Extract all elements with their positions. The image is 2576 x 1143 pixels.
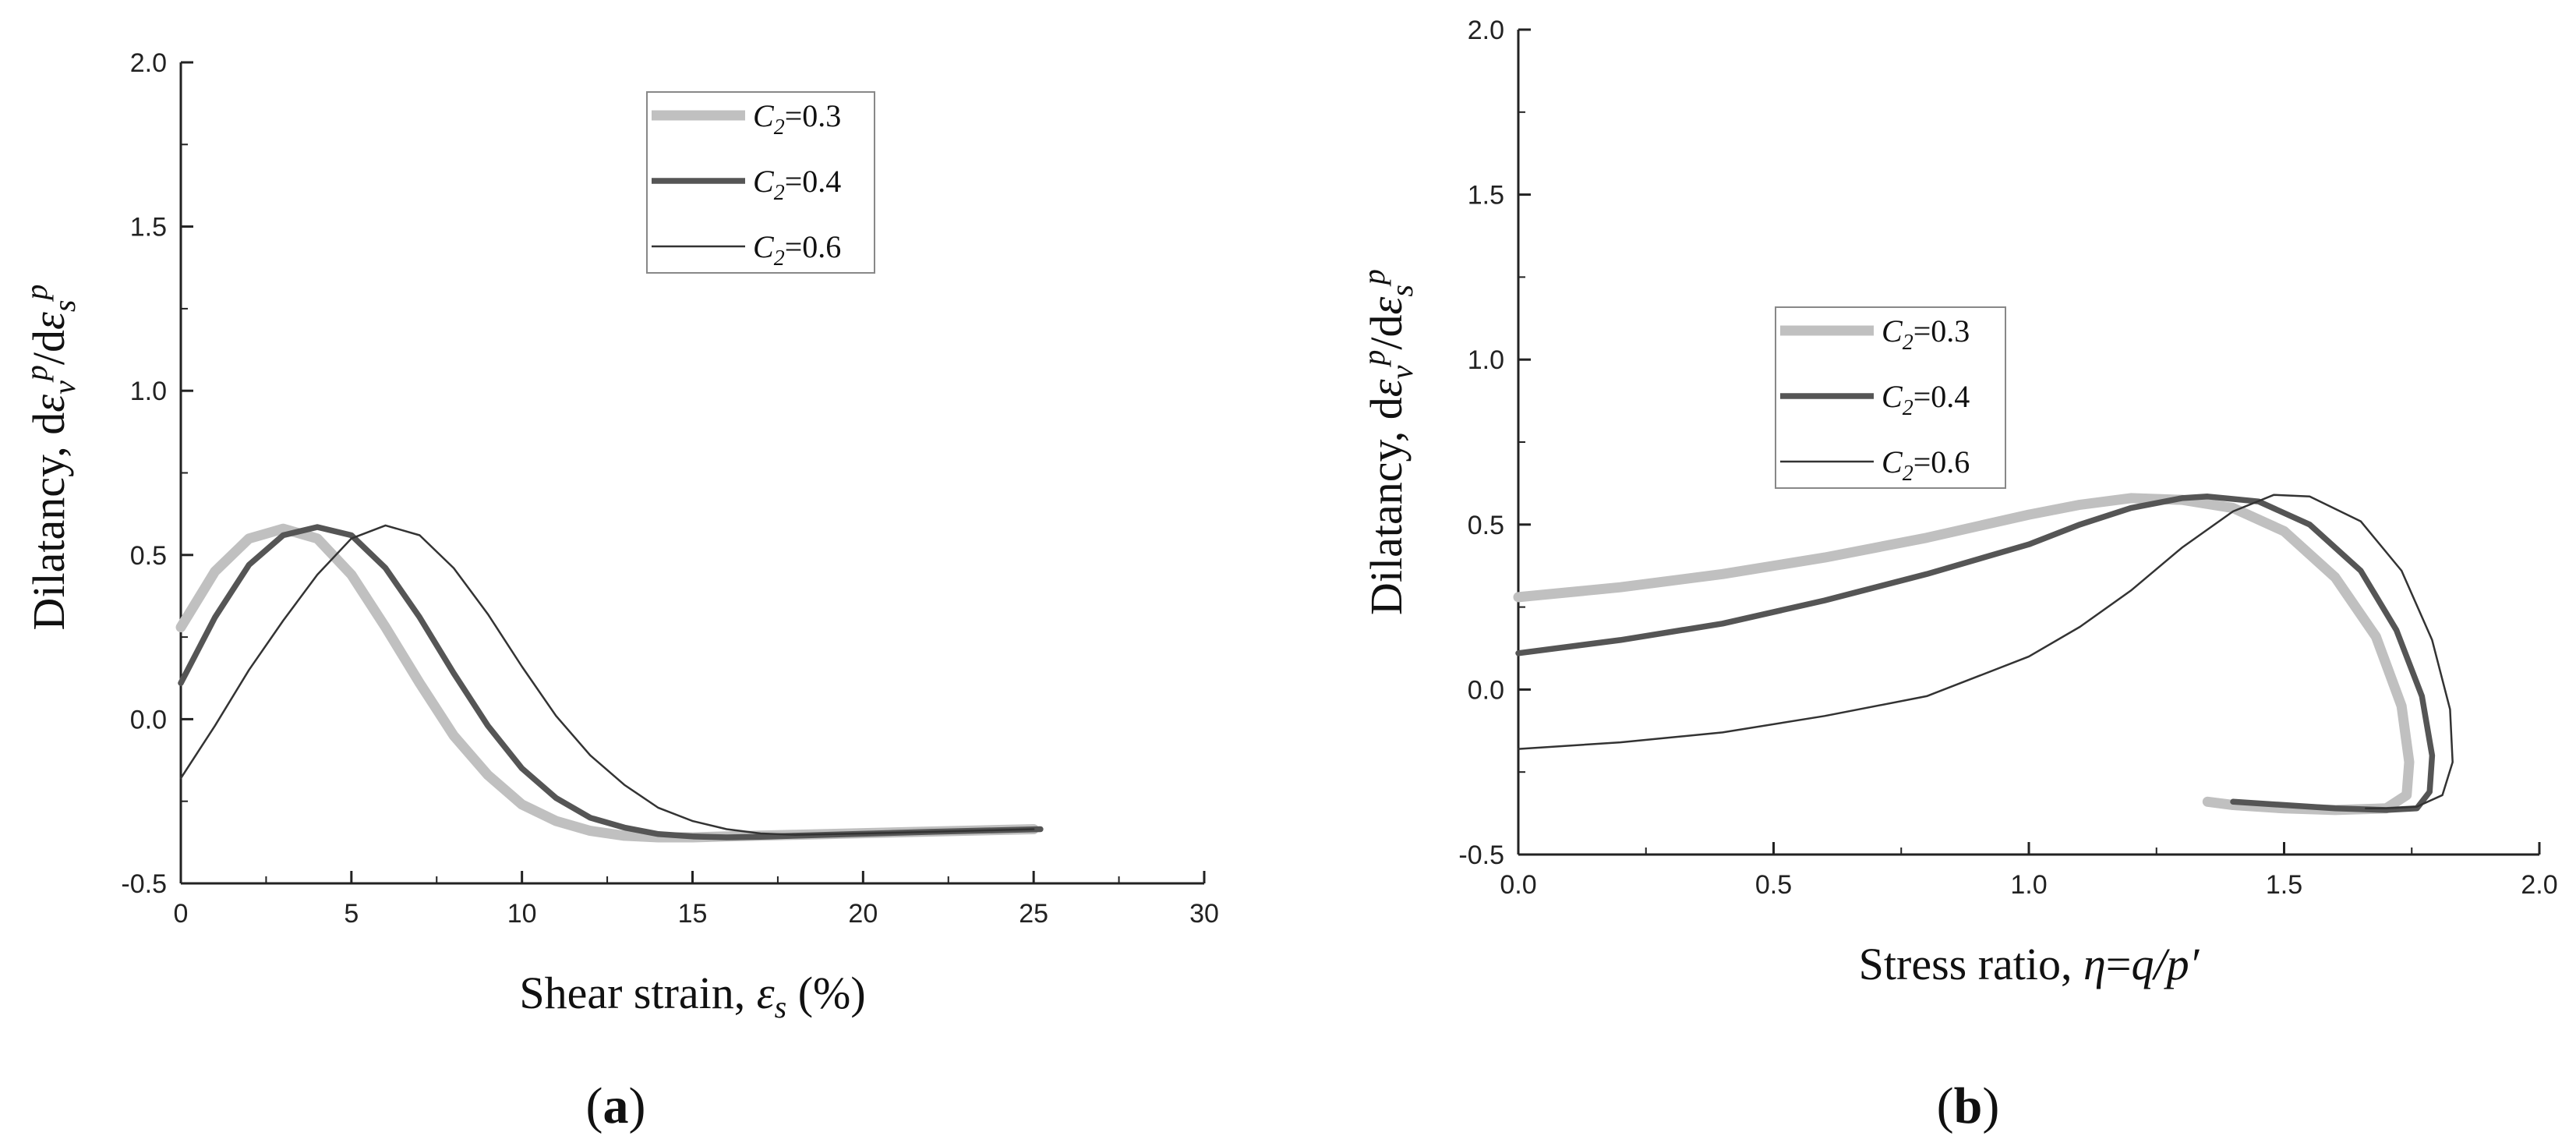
y-tick-label: 0.5 <box>1468 511 1504 540</box>
x-tick-label: 2.0 <box>2521 870 2557 900</box>
series-line-C2-0-6 <box>179 524 1035 836</box>
x-tick-label: 5 <box>344 899 359 929</box>
y-tick-label: 2.0 <box>1468 16 1504 45</box>
x-axis-title: Shear strain, εs (%) <box>519 968 865 1024</box>
series-line-C2-0-6 <box>1517 494 2454 810</box>
series-line-C2-0-4 <box>178 524 1044 840</box>
y-tick-label: 2.0 <box>130 48 167 78</box>
chart-panel-a: 0 5 10 15 20 25 30-0.50.00.51.01.52.0C2=0.3C2=… <box>19 48 1219 1134</box>
y-tick-label: 1.5 <box>130 213 167 242</box>
x-tick-label: 30 <box>1189 899 1219 929</box>
y-tick-label: 1.0 <box>130 377 167 406</box>
legend-label: C2=0.3 <box>753 98 841 140</box>
x-tick-label: 1.0 <box>2010 870 2047 900</box>
x-tick-label: 10 <box>507 899 537 929</box>
y-tick-label: -0.5 <box>1458 840 1504 870</box>
x-axis-title: Stress ratio, η=q/p′ <box>1859 939 2200 989</box>
y-tick-label: 1.5 <box>1468 181 1504 211</box>
y-tick-label: 0.0 <box>1468 675 1504 705</box>
x-tick-label: 1.5 <box>2266 870 2302 900</box>
y-tick-label: -0.5 <box>121 869 167 899</box>
chart-panel-b: 0.0 0.5 1.0 1.5 2.0-0.50.00.51.01.52.0C2=0.3… <box>1356 16 2558 1134</box>
y-tick-label: 0.5 <box>130 541 167 571</box>
legend-label: C2=0.3 <box>1882 313 1970 355</box>
x-tick-label: 0.5 <box>1755 870 1792 900</box>
x-tick-label: 25 <box>1019 899 1048 929</box>
y-tick-label: 0.0 <box>130 705 167 734</box>
y-tick-label: 1.0 <box>1468 345 1504 375</box>
series-line-C2-0-3 <box>175 523 1039 843</box>
panel-label: (b) <box>1937 1078 2000 1134</box>
legend-label: C2=0.6 <box>1882 444 1970 486</box>
legend: C2=0.3 C2=0.4 C2=0.6 <box>1775 306 2006 489</box>
panel-label: (a) <box>586 1078 646 1134</box>
x-tick-label: 20 <box>848 899 878 929</box>
legend-label: C2=0.4 <box>1882 379 1970 420</box>
x-tick-label: 0.0 <box>1500 870 1536 900</box>
legend-label: C2=0.6 <box>753 229 841 271</box>
x-tick-label: 15 <box>678 899 708 929</box>
legend-label: C2=0.4 <box>753 164 841 205</box>
legend: C2=0.3 C2=0.4 C2=0.6 <box>646 91 875 274</box>
series-line-C2-0-4 <box>1515 494 2436 813</box>
y-axis-title: Dilatancy, dεvp/dεsp <box>19 285 82 631</box>
y-axis-title: Dilatancy, dεvp/dεsp <box>1356 269 1419 615</box>
x-tick-label: 0 <box>174 899 189 929</box>
series-line-C2-0-3 <box>1513 493 2415 816</box>
